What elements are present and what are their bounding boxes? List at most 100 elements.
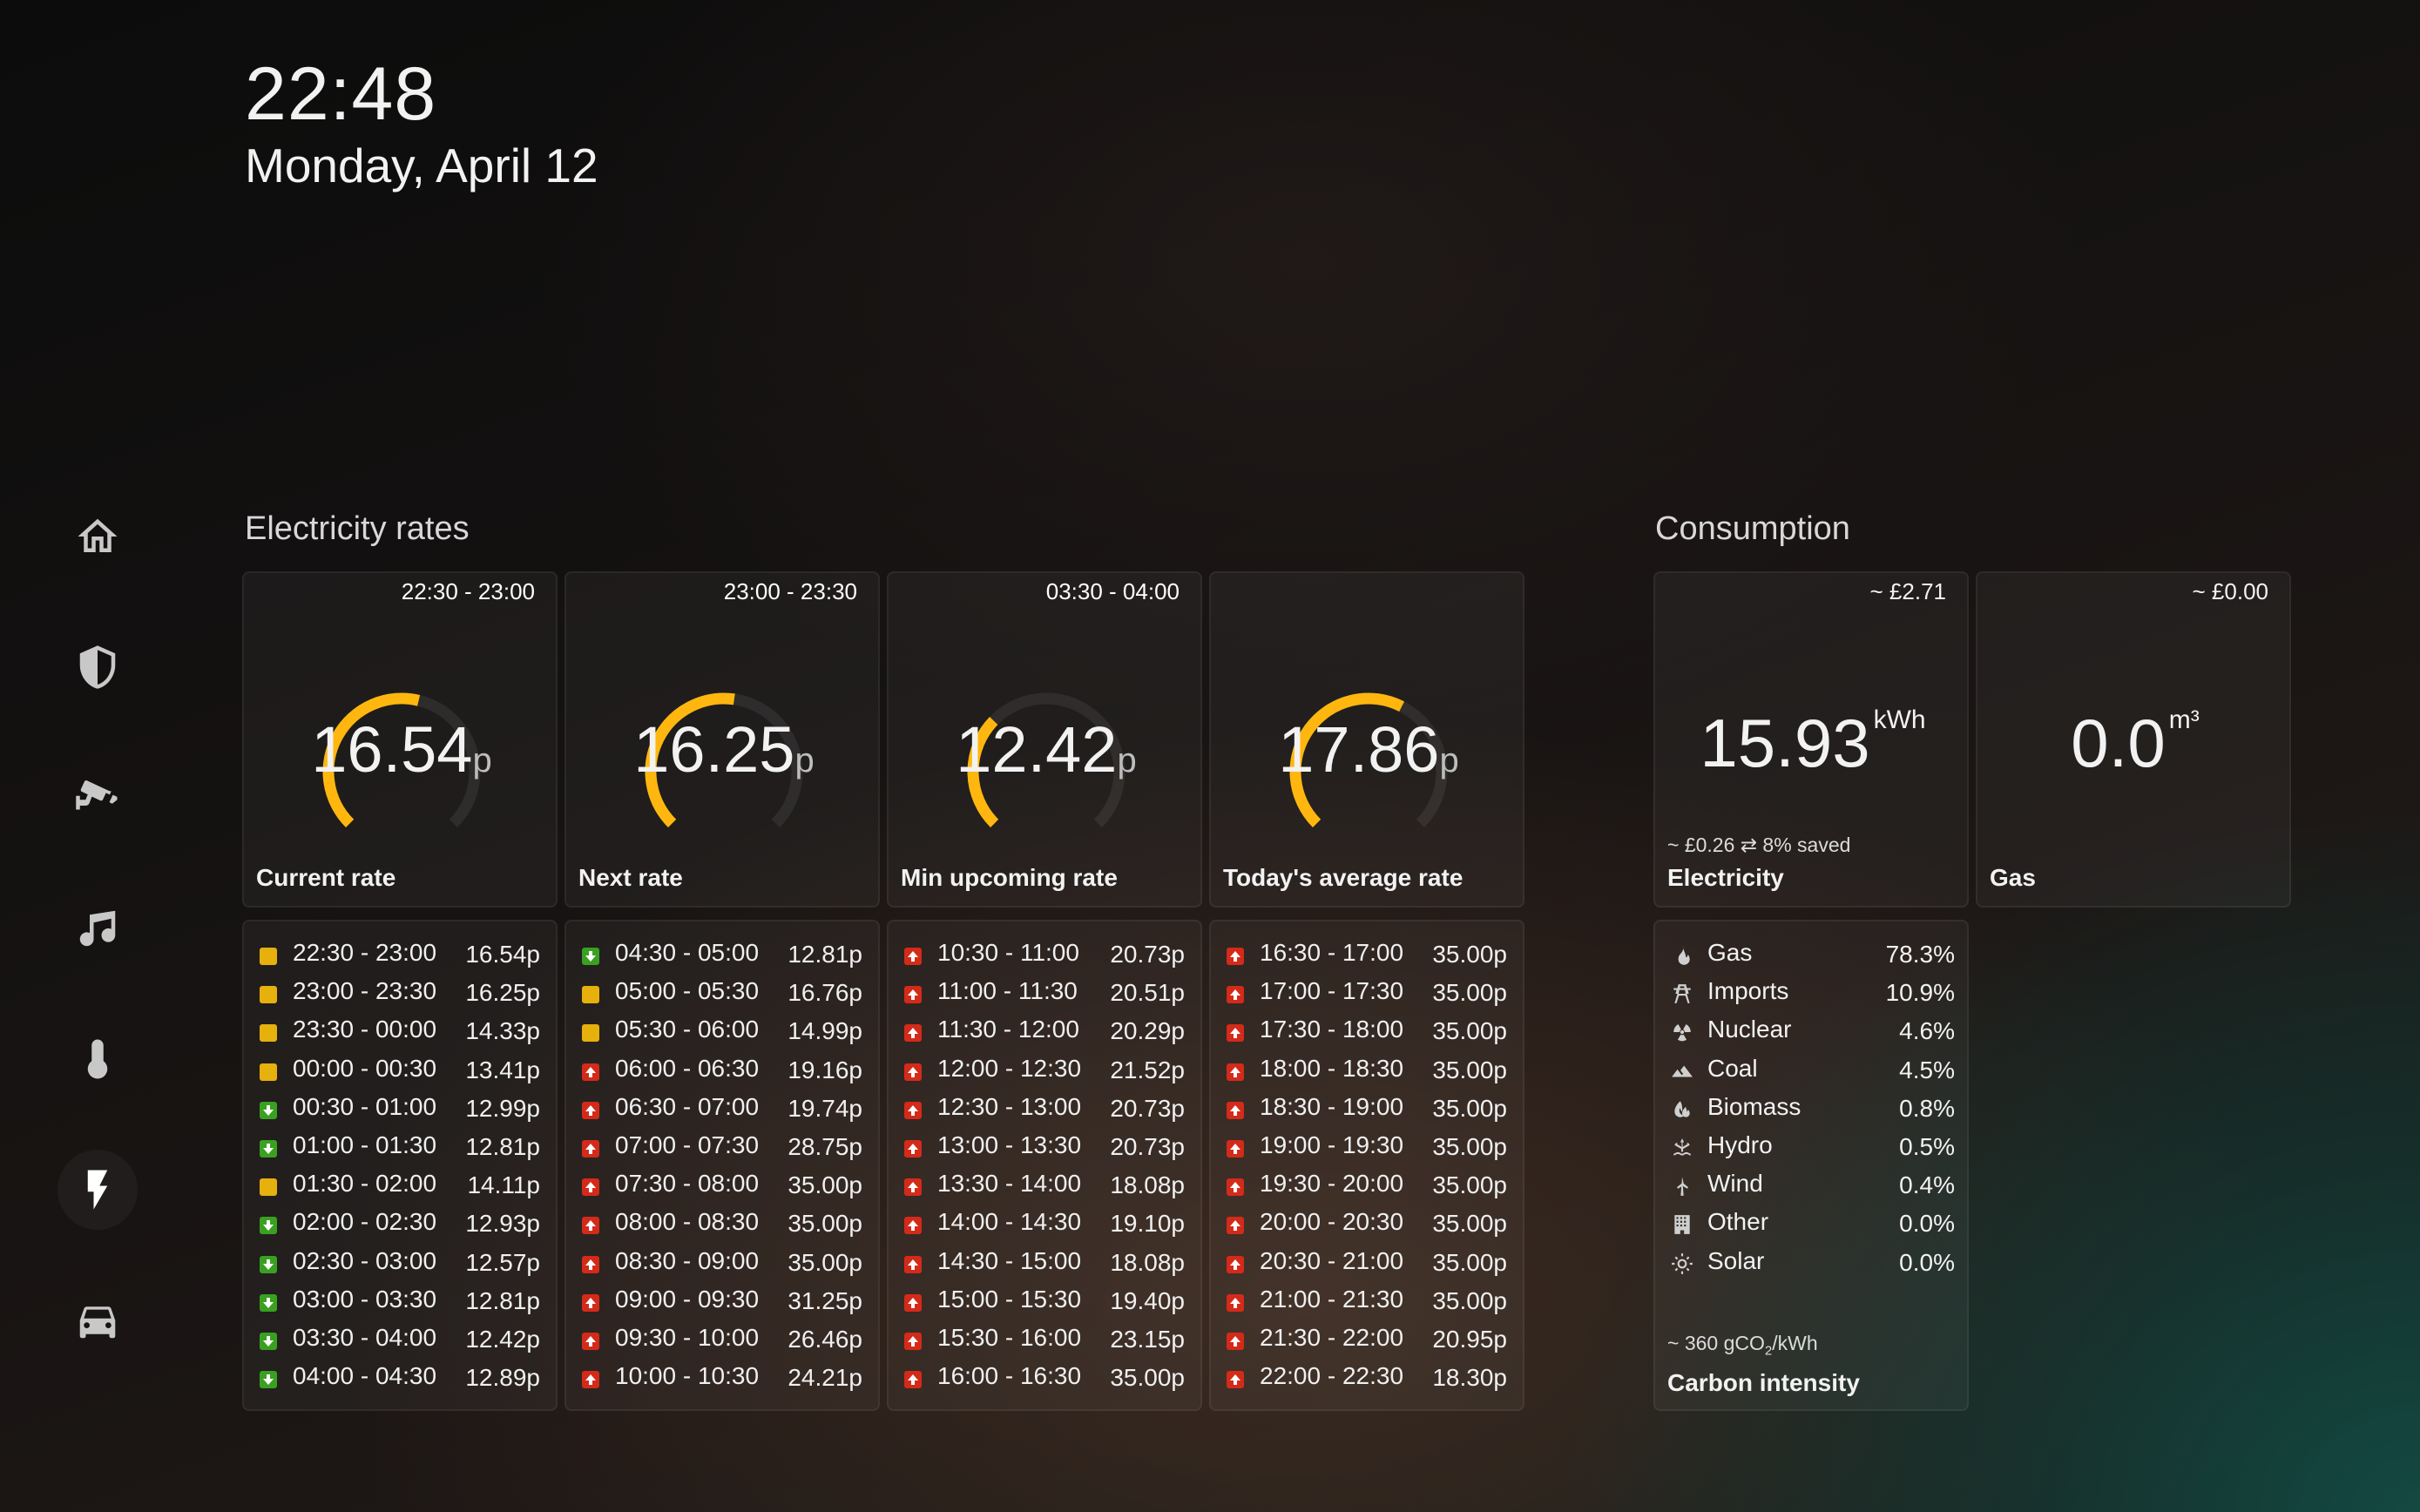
sun-icon: [1671, 1252, 1693, 1275]
square-icon: [260, 986, 277, 1004]
rate-row-time: 09:00 - 09:30: [615, 1285, 760, 1313]
rate-row: 09:30 - 10:00 26.46p: [582, 1324, 862, 1362]
gauge-value: 16.25p: [566, 712, 882, 786]
leaf-fire-icon: [1671, 1098, 1693, 1121]
arrow-down-icon: [260, 1217, 277, 1235]
rate-row-time: 06:30 - 07:00: [615, 1092, 760, 1120]
rate-row-time: 03:00 - 03:30: [293, 1285, 437, 1313]
nav-security[interactable]: [57, 627, 138, 707]
rate-row-time: 10:00 - 10:30: [615, 1362, 760, 1390]
rate-row-price: 35.00p: [1432, 1286, 1507, 1314]
gauge-card-average-rate[interactable]: 17.86p Today's average rate: [1209, 571, 1524, 908]
rate-row: 23:30 - 00:00 14.33p: [260, 1016, 540, 1054]
rate-row: 14:30 - 15:00 18.08p: [904, 1247, 1185, 1286]
rate-row-price: 12.81p: [788, 941, 862, 968]
arrow-up-icon: [582, 1217, 599, 1235]
rate-row-time: 21:30 - 22:00: [1260, 1324, 1404, 1351]
rate-row: 01:00 - 01:30 12.81p: [260, 1131, 540, 1170]
arrow-up-icon: [1227, 986, 1244, 1004]
rate-row: 13:00 - 13:30 20.73p: [904, 1131, 1185, 1170]
rate-list-card[interactable]: 10:30 - 11:00 20.73p 11:00 - 11:30 20.51p 11…: [887, 920, 1202, 1411]
rate-row: 23:00 - 23:30 16.25p: [260, 977, 540, 1016]
gas-consumption-card[interactable]: ~ £0.00 0.0 m³ Gas: [1976, 571, 2291, 908]
nav-home[interactable]: [57, 496, 138, 577]
rate-row-time: 10:30 - 11:00: [937, 939, 1079, 966]
square-icon: [260, 948, 277, 965]
generation-mix-row: Nuclear 4.6%: [1671, 1016, 1955, 1054]
arrow-up-icon: [904, 1101, 922, 1119]
rate-row-price: 21.52p: [1110, 1056, 1185, 1083]
generation-source-percent: 0.4%: [1899, 1171, 1955, 1199]
gauge-label: Next rate: [578, 864, 683, 891]
rate-list-card[interactable]: 22:30 - 23:00 16.54p 23:00 - 23:30 16.25p 23…: [242, 920, 558, 1411]
rate-row-price: 35.00p: [1432, 1248, 1507, 1276]
arrow-up-icon: [904, 1140, 922, 1158]
gauge-unit: p: [1439, 741, 1459, 780]
generation-mix-row: Coal 4.5%: [1671, 1055, 1955, 1093]
rate-row-time: 07:30 - 08:00: [615, 1170, 760, 1198]
electricity-consumption-card[interactable]: ~ £2.71 15.93 kWh ~ £0.26 ⇄ 8% saved Elec…: [1653, 571, 1969, 908]
arrow-up-icon: [1227, 1333, 1244, 1350]
rate-row-price: 35.00p: [788, 1248, 862, 1276]
rate-list-card[interactable]: 04:30 - 05:00 12.81p 05:00 - 05:30 16.76p 05…: [564, 920, 880, 1411]
rate-row: 09:00 - 09:30 31.25p: [582, 1286, 862, 1324]
arrow-up-icon: [582, 1178, 599, 1197]
carbon-intensity-prefix: ~ 360 gCO: [1667, 1332, 1765, 1355]
gauge-time-range: 03:30 - 04:00: [1045, 578, 1180, 604]
electricity-savings: ~ £0.26 ⇄ 8% saved: [1667, 834, 1851, 856]
generation-source-percent: 10.9%: [1885, 979, 1955, 1007]
rate-list-card[interactable]: 16:30 - 17:00 35.00p 17:00 - 17:30 35.00p 17…: [1209, 920, 1524, 1411]
rate-row-time: 11:00 - 11:30: [937, 977, 1078, 1005]
gas-cost: ~ £0.00: [2192, 578, 2268, 604]
nav-climate[interactable]: [57, 1019, 138, 1099]
gauge: [1289, 692, 1448, 827]
arrow-down-icon: [260, 1140, 277, 1158]
electricity-label: Electricity: [1667, 864, 1784, 891]
arrow-down-icon: [260, 1333, 277, 1350]
arrow-up-icon: [904, 948, 922, 965]
gauge-card-current-rate[interactable]: 22:30 - 23:00 16.54p Current rate: [242, 571, 558, 908]
rate-row: 00:30 - 01:00 12.99p: [260, 1093, 540, 1131]
square-icon: [582, 986, 599, 1004]
rate-row: 10:00 - 10:30 24.21p: [582, 1362, 862, 1401]
rate-row-price: 19.74p: [788, 1094, 862, 1122]
rate-row-time: 12:30 - 13:00: [937, 1092, 1082, 1120]
arrow-up-icon: [904, 1333, 922, 1350]
rate-row-time: 00:00 - 00:30: [293, 1054, 437, 1082]
arrow-up-icon: [1227, 1293, 1244, 1312]
gauge-card-min-upcoming-rate[interactable]: 03:30 - 04:00 12.42p Min upcoming rate: [887, 571, 1202, 908]
electricity-rates-title: Electricity rates: [245, 510, 470, 547]
rate-row-price: 14.99p: [788, 1017, 862, 1045]
nav-media[interactable]: [57, 888, 138, 969]
generation-source-percent: 0.5%: [1899, 1133, 1955, 1160]
rate-row: 18:30 - 19:00 35.00p: [1227, 1093, 1507, 1131]
rate-row: 22:00 - 22:30 18.30p: [1227, 1362, 1507, 1401]
rate-row-time: 08:30 - 09:00: [615, 1246, 760, 1274]
nav-car[interactable]: [57, 1280, 138, 1360]
rate-row: 21:00 - 21:30 35.00p: [1227, 1286, 1507, 1324]
rate-row-time: 02:00 - 02:30: [293, 1208, 437, 1236]
generation-source-name: Biomass: [1707, 1092, 1801, 1120]
gauge-fill: [322, 692, 421, 827]
rate-row-time: 21:00 - 21:30: [1260, 1285, 1404, 1313]
rate-row-time: 22:00 - 22:30: [1260, 1362, 1404, 1390]
wind-turbine-icon: [1671, 1175, 1693, 1198]
rate-row: 00:00 - 00:30 13.41p: [260, 1055, 540, 1093]
rate-row: 06:30 - 07:00 19.74p: [582, 1093, 862, 1131]
generation-source-name: Solar: [1707, 1246, 1765, 1274]
gauge-card-next-rate[interactable]: 23:00 - 23:30 16.25p Next rate: [564, 571, 880, 908]
arrow-up-icon: [1227, 948, 1244, 965]
arrow-down-icon: [582, 948, 599, 965]
nav-cameras[interactable]: [57, 758, 138, 838]
nav-energy[interactable]: [57, 1150, 138, 1230]
generation-mix-card[interactable]: ~ 360 gCO2/kWh Carbon intensity Gas 78.3%…: [1653, 920, 1969, 1411]
arrow-up-icon: [904, 1178, 922, 1197]
rate-row-time: 18:00 - 18:30: [1260, 1054, 1404, 1082]
rate-row-time: 01:30 - 02:00: [293, 1170, 437, 1198]
arrow-up-icon: [904, 1293, 922, 1312]
rate-row-time: 07:00 - 07:30: [615, 1131, 760, 1158]
gauge-unit: p: [1117, 741, 1137, 780]
generation-mix-row: Wind 0.4%: [1671, 1170, 1955, 1208]
electricity-usage-unit: kWh: [1873, 705, 1926, 734]
arrow-up-icon: [1227, 1101, 1244, 1119]
